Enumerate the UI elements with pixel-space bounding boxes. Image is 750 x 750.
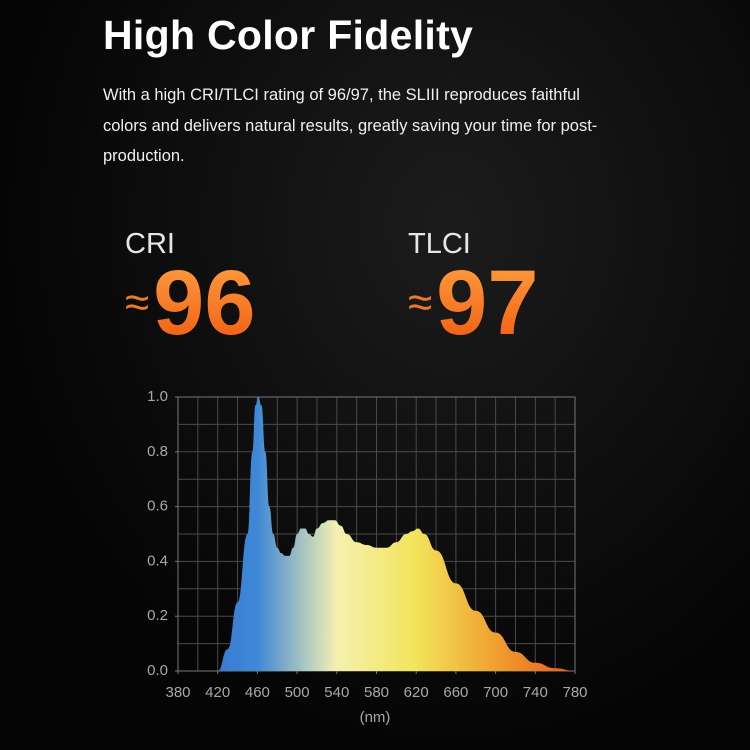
x-tick-label: 700 [483,684,508,701]
x-tick-label: 380 [165,684,190,701]
x-tick-label: 500 [285,684,310,701]
y-tick-label: 0.2 [147,607,168,624]
x-tick-label: 460 [245,684,270,701]
y-tick-label: 0.8 [147,443,168,460]
metric-value: 96 [153,252,256,354]
spectrum-area [217,397,575,671]
x-tick-label: 420 [205,684,230,701]
x-tick-label: 620 [404,684,429,701]
x-tick-label: 580 [364,684,389,701]
y-tick-label: 0.4 [147,552,168,569]
approx-sign: ≈ [125,278,150,327]
x-axis-label: (nm) [360,709,391,726]
metric-value: 97 [436,252,539,354]
x-tick-label: 660 [443,684,468,701]
x-tick-label: 780 [562,684,587,701]
y-tick-label: 1.0 [147,388,168,405]
tlci-metric: TLCI ≈ 97 [408,228,539,349]
x-tick-label: 740 [523,684,548,701]
cri-metric: CRI ≈ 96 [125,228,256,349]
y-tick-label: 0.0 [147,662,168,679]
metric-label: CRI [125,228,175,260]
metric-row: ≈ 97 [408,257,539,349]
description: With a high CRI/TLCI rating of 96/97, th… [103,86,598,165]
title: High Color Fidelity [103,12,474,58]
metric-label: TLCI [408,228,471,260]
y-tick-label: 0.6 [147,498,168,515]
metric-row: ≈ 96 [125,257,256,349]
approx-sign: ≈ [408,278,433,327]
x-tick-label: 540 [324,684,349,701]
